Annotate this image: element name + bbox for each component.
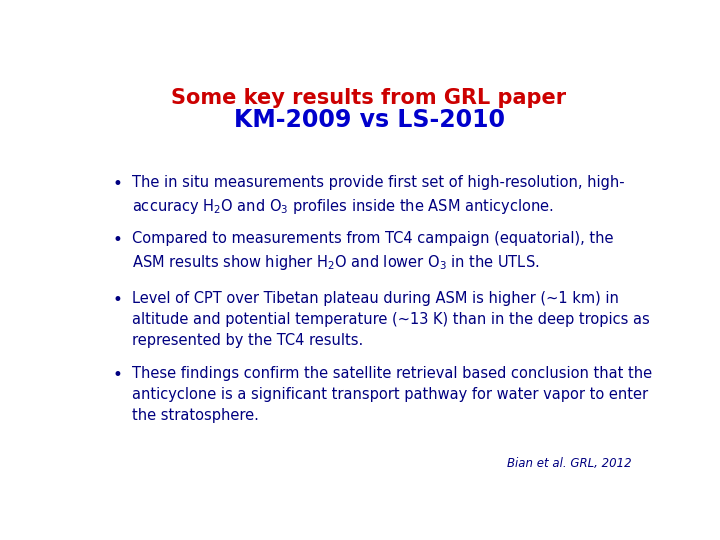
Text: Compared to measurements from TC4 campaign (equatorial), the
ASM results show hi: Compared to measurements from TC4 campai…	[132, 231, 613, 272]
Text: •: •	[112, 231, 122, 249]
Text: •: •	[112, 366, 122, 384]
Text: •: •	[112, 175, 122, 193]
Text: •: •	[112, 292, 122, 309]
Text: KM-2009 vs LS-2010: KM-2009 vs LS-2010	[233, 109, 505, 132]
Text: Some key results from GRL paper: Some key results from GRL paper	[171, 87, 567, 107]
Text: The in situ measurements provide first set of high-resolution, high-
accuracy H$: The in situ measurements provide first s…	[132, 175, 624, 216]
Text: These findings confirm the satellite retrieval based conclusion that the
anticyc: These findings confirm the satellite ret…	[132, 366, 652, 423]
Text: Bian et al. GRL, 2012: Bian et al. GRL, 2012	[507, 457, 631, 470]
Text: Level of CPT over Tibetan plateau during ASM is higher (~1 km) in
altitude and p: Level of CPT over Tibetan plateau during…	[132, 292, 649, 348]
